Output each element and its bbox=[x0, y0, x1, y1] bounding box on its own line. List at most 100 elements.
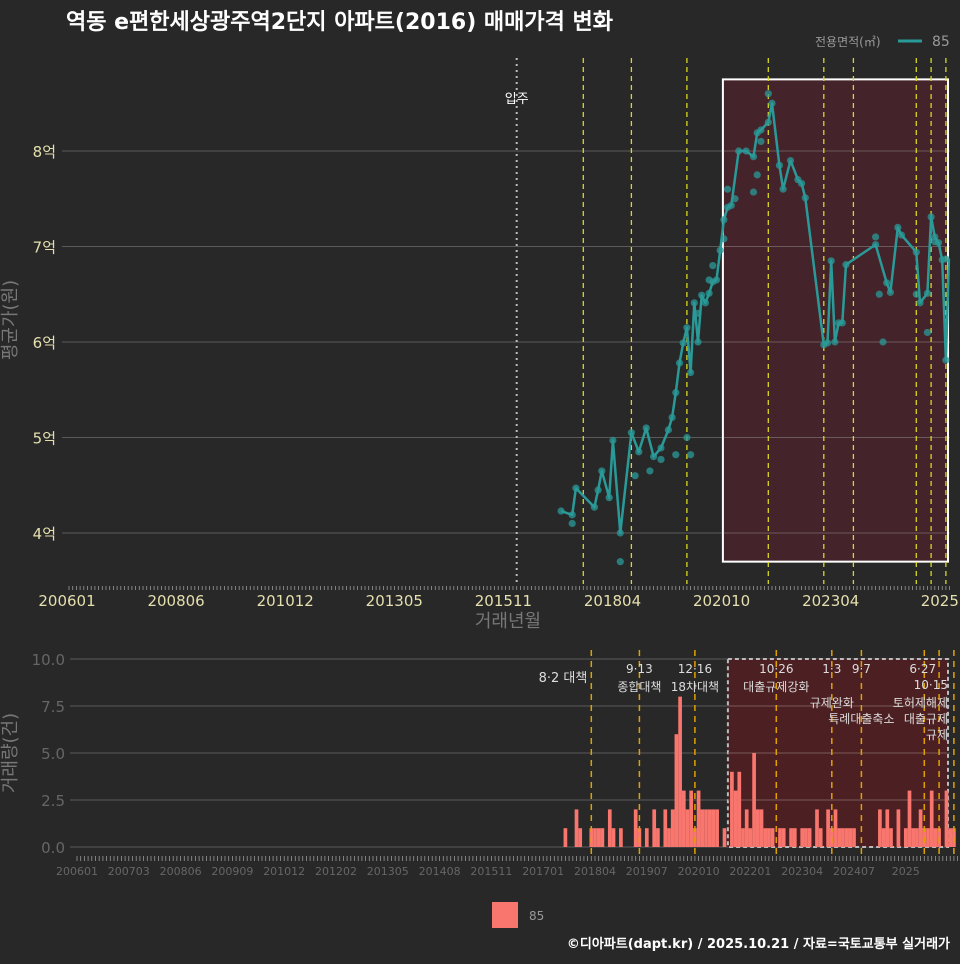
x-tick-label: 201804 bbox=[574, 865, 616, 878]
volume-bar bbox=[685, 809, 690, 847]
policy-date: 12·16 bbox=[678, 662, 712, 676]
x-tick-label: 201012 bbox=[263, 865, 305, 878]
volume-bar bbox=[667, 828, 671, 847]
top-y-axis-label: 평균가(원) bbox=[0, 280, 21, 360]
volume-bar bbox=[926, 828, 930, 847]
policy-label: 규제완화 bbox=[810, 696, 854, 710]
volume-bar bbox=[663, 809, 668, 847]
policy-date: 9·13 bbox=[626, 662, 653, 676]
policy-label: 특례대출축소 bbox=[828, 712, 894, 726]
volume-bar bbox=[881, 828, 886, 847]
bottom-y-axis-label: 거래량(건) bbox=[0, 713, 21, 793]
volume-bar bbox=[848, 828, 853, 847]
volume-bar bbox=[611, 828, 616, 847]
volume-bar bbox=[815, 809, 819, 847]
volume-bar bbox=[792, 828, 797, 847]
volume-bar bbox=[656, 828, 660, 847]
volume-bar bbox=[759, 809, 764, 847]
top-x-axis-label: 거래년월 bbox=[475, 611, 541, 632]
volume-bar bbox=[885, 809, 890, 847]
x-tick-label: 202407 bbox=[833, 865, 875, 878]
x-tick-label: 201511 bbox=[475, 592, 532, 610]
policy-date: 10·15 bbox=[914, 678, 948, 692]
volume-bar bbox=[596, 828, 601, 847]
scatter-point bbox=[753, 171, 761, 179]
scatter-point bbox=[875, 290, 883, 298]
volume-bar bbox=[826, 809, 830, 847]
policy-label: 대출규제 bbox=[904, 712, 948, 726]
x-tick-label: 201804 bbox=[584, 592, 641, 610]
volume-bar bbox=[578, 828, 583, 847]
volume-bar bbox=[689, 790, 694, 847]
y-tick-label: 5.0 bbox=[41, 745, 65, 763]
volume-bar bbox=[633, 809, 638, 847]
volume-bar bbox=[644, 828, 649, 847]
scatter-point bbox=[672, 451, 680, 459]
volume-bar bbox=[818, 828, 823, 847]
x-tick-label: 2025 bbox=[892, 865, 920, 878]
volume-bar bbox=[674, 734, 679, 847]
volume-bar bbox=[837, 828, 842, 847]
volume-bar bbox=[770, 828, 775, 847]
policy-date: 9·7 bbox=[852, 662, 871, 676]
volume-bar bbox=[852, 828, 856, 847]
volume-bar bbox=[704, 809, 708, 847]
policy-label: 토허제해제 bbox=[893, 696, 948, 710]
volume-bar bbox=[574, 809, 579, 847]
bottom-legend-swatch bbox=[492, 902, 518, 928]
volume-bar bbox=[744, 809, 749, 847]
x-tick-label: 202010 bbox=[678, 865, 720, 878]
scatter-point bbox=[631, 472, 639, 480]
volume-bar bbox=[652, 809, 657, 847]
bottom-legend-label: 85 bbox=[529, 909, 544, 923]
volume-bar bbox=[755, 809, 760, 847]
x-tick-label: 202201 bbox=[729, 865, 771, 878]
volume-bar bbox=[730, 771, 734, 847]
y-tick-label: 0.0 bbox=[41, 839, 65, 857]
volume-bar bbox=[678, 696, 682, 847]
x-tick-label: 200703 bbox=[108, 865, 150, 878]
policy-date: 1·3 bbox=[822, 662, 841, 676]
x-tick-label: 201701 bbox=[522, 865, 564, 878]
scatter-point bbox=[657, 455, 665, 464]
y-tick-label: 7억 bbox=[33, 239, 56, 257]
volume-bar bbox=[563, 828, 568, 847]
volume-bar bbox=[737, 771, 742, 847]
scatter-point bbox=[683, 433, 691, 442]
x-tick-label: 200601 bbox=[56, 865, 98, 878]
x-tick-label: 202304 bbox=[781, 865, 823, 878]
scatter-point bbox=[764, 90, 772, 98]
volume-bar bbox=[800, 828, 805, 847]
scatter-point bbox=[724, 185, 732, 193]
volume-bar bbox=[918, 809, 923, 847]
volume-bar bbox=[804, 828, 808, 847]
volume-bar bbox=[681, 790, 686, 847]
chart-title: 역동 e편한세상광주역2단지 아파트(2016) 매매가격 변화 bbox=[66, 10, 613, 35]
volume-bar bbox=[600, 828, 605, 847]
footer-credit: ©디아파트(dapt.kr) / 2025.10.21 / 자료=국토교통부 실… bbox=[567, 936, 950, 952]
volume-bar bbox=[707, 809, 712, 847]
volume-bar bbox=[670, 809, 675, 847]
y-tick-label: 4억 bbox=[33, 525, 56, 543]
volume-bar bbox=[752, 753, 756, 847]
price-panel: 4억 5억 6억 7억 8억 입주 200601 200806 201012 201305 2015… bbox=[33, 58, 959, 610]
volume-bar bbox=[619, 828, 623, 847]
scatter-point bbox=[923, 328, 932, 337]
x-tick-label: 200909 bbox=[211, 865, 253, 878]
volume-bar bbox=[715, 809, 719, 847]
scatter-point bbox=[879, 338, 887, 346]
volume-panel: 0.0 2.5 5.0 7.5 10.0 8·2 대책 9·13 종합대책 12·16 18차대책… bbox=[32, 650, 958, 878]
volume-bar bbox=[778, 828, 782, 847]
x-tick-label: 200806 bbox=[160, 865, 202, 878]
volume-bar bbox=[700, 809, 705, 847]
volume-bar bbox=[767, 828, 771, 847]
volume-bar bbox=[696, 790, 701, 847]
move-in-label: 입주 bbox=[505, 92, 529, 107]
scatter-point bbox=[646, 467, 654, 475]
volume-bar bbox=[929, 790, 934, 847]
x-tick-label: 201305 bbox=[367, 865, 409, 878]
scatter-point bbox=[749, 188, 758, 196]
volume-bar bbox=[903, 828, 908, 847]
volume-bar bbox=[948, 828, 953, 847]
policy-label: 18차대책 bbox=[671, 679, 719, 694]
